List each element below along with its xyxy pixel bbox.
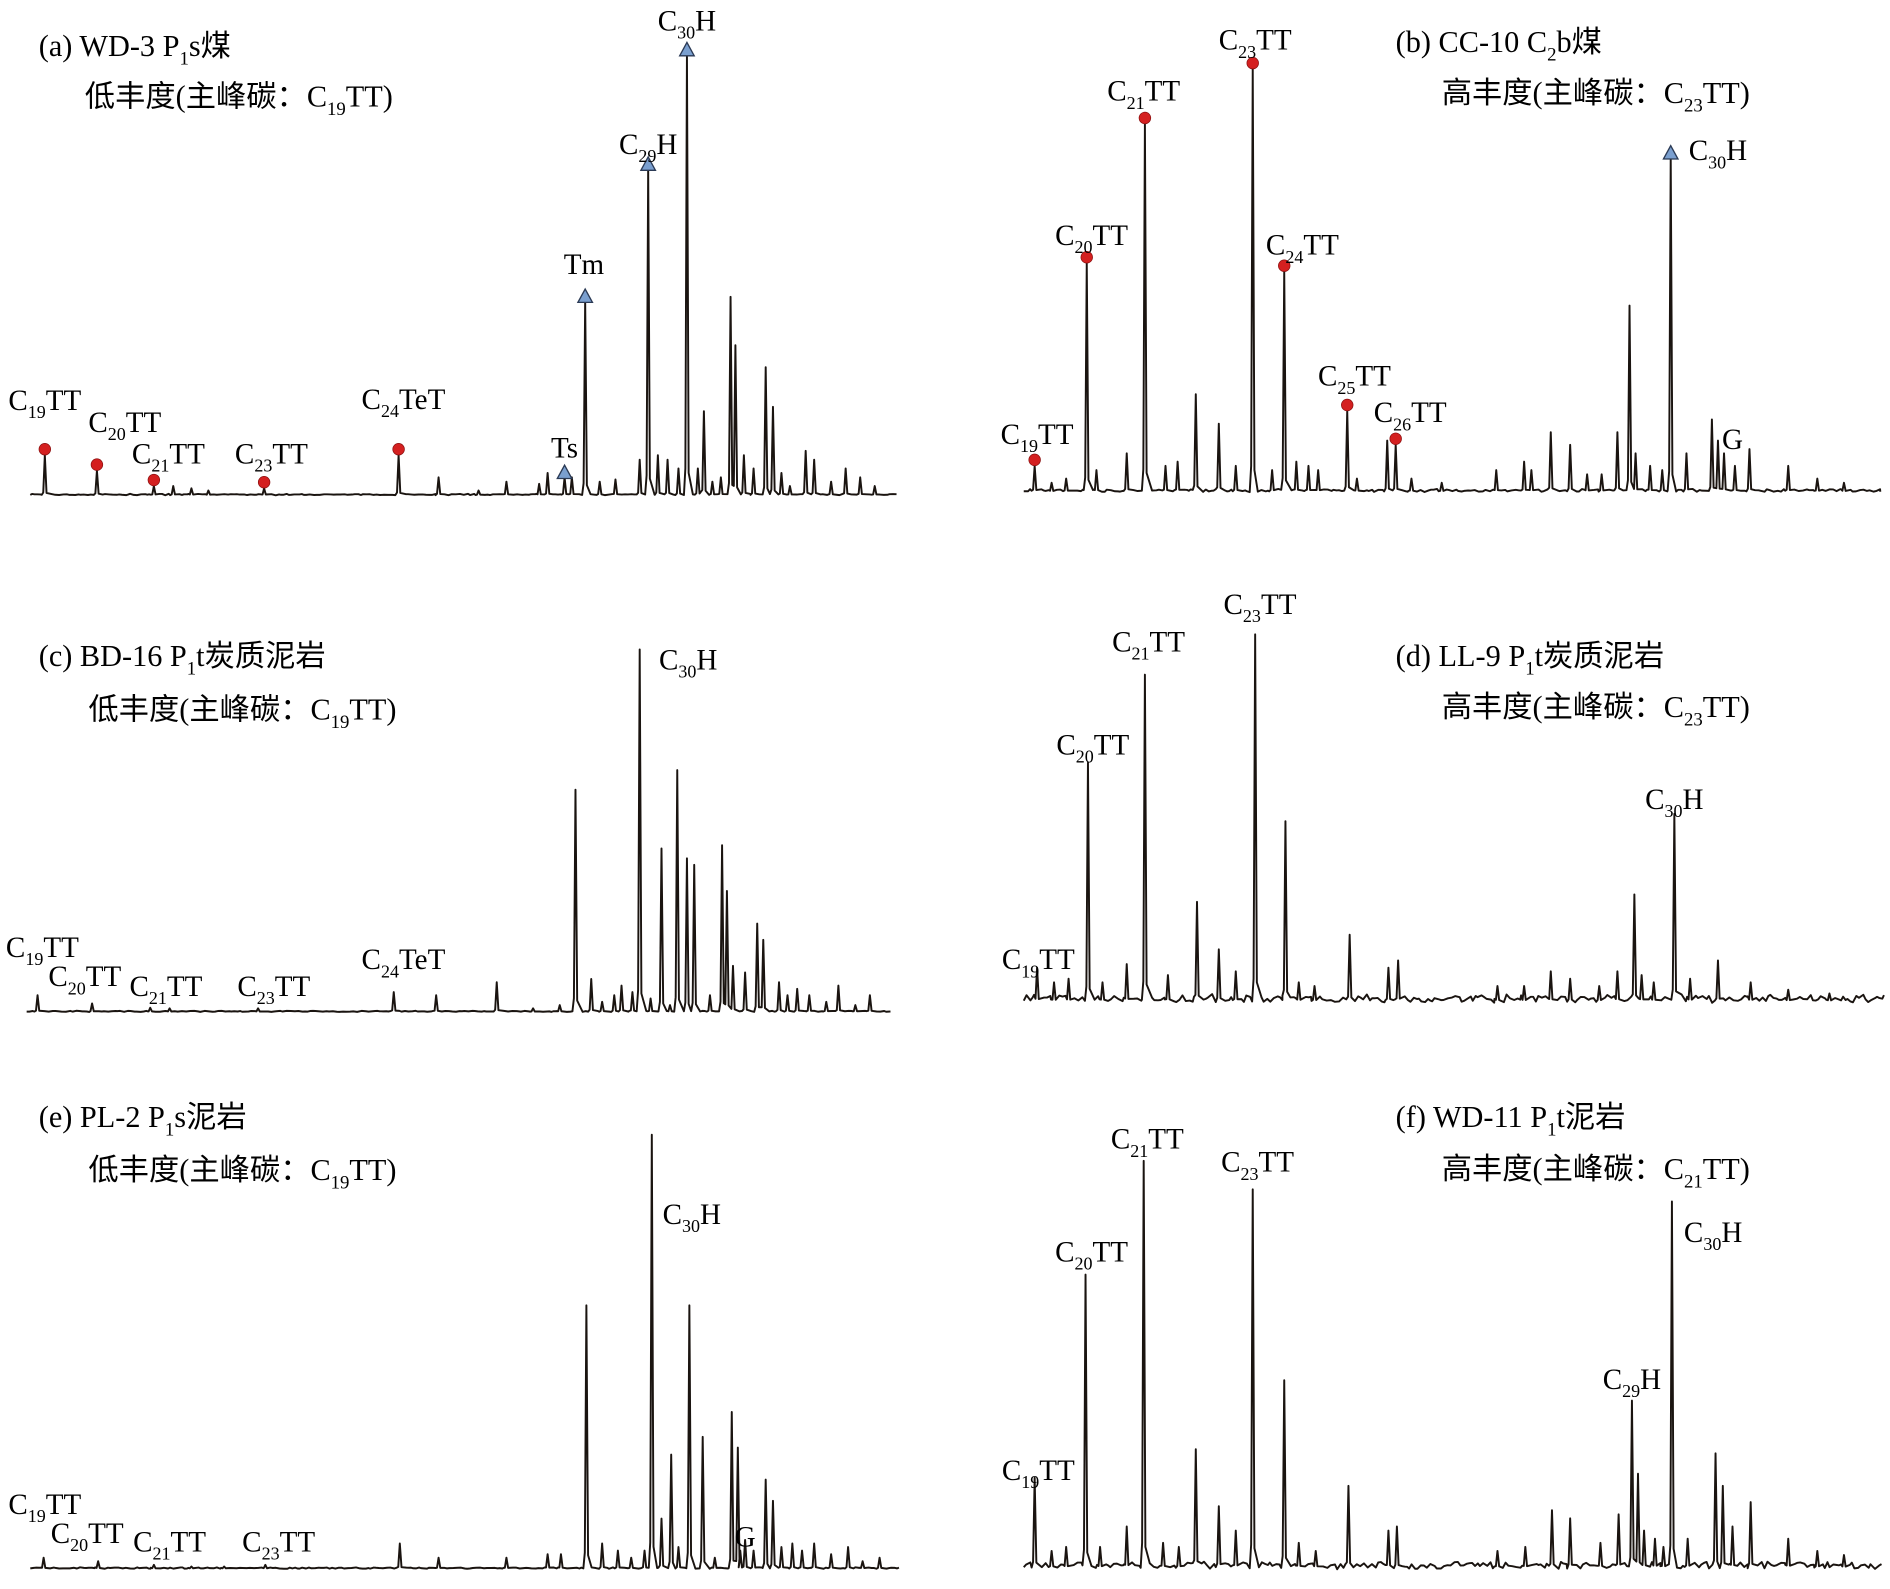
peak-label-c21tt: C21TT bbox=[1107, 76, 1180, 113]
peak-marker-C24TeT bbox=[392, 443, 405, 456]
peak-label-c20tt: C20TT bbox=[48, 961, 121, 998]
panel-subtitle: 高丰度(主峰碳：C21TT) bbox=[1442, 1152, 1750, 1193]
panel-subtitle: 高丰度(主峰碳：C23TT) bbox=[1442, 690, 1750, 731]
peak-label-c21tt: C21TT bbox=[132, 438, 205, 475]
peak-marker-C19TT bbox=[1028, 453, 1041, 467]
peak-marker-C21TT bbox=[147, 473, 161, 487]
peak-label-c29h: C29H bbox=[1603, 1364, 1661, 1401]
peak-label-c20tt: C20TT bbox=[1056, 729, 1129, 766]
peak-marker-C26TT bbox=[1389, 432, 1402, 445]
panel-title: (f) WD-11 P1t泥岩 bbox=[1396, 1100, 1626, 1141]
peak-label-c21tt: C21TT bbox=[1112, 626, 1185, 663]
chromatogram-trace bbox=[29, 53, 897, 497]
chromatogram-trace bbox=[26, 648, 891, 1013]
chromatogram-trace bbox=[1023, 68, 1882, 494]
peak-label-c19tt: C19TT bbox=[1001, 419, 1074, 456]
peak-label-c30h: C30H bbox=[658, 5, 716, 42]
peak-label-ts: Ts bbox=[551, 432, 578, 464]
peak-marker-Ts bbox=[556, 463, 573, 480]
panel-title: (e) PL-2 P1s泥岩 bbox=[39, 1100, 247, 1141]
peak-label-c19tt: C19TT bbox=[6, 932, 79, 969]
peak-label-c23tt: C23TT bbox=[1221, 1147, 1294, 1184]
peak-label-c21tt: C21TT bbox=[130, 971, 203, 1008]
peak-label-c21tt: C21TT bbox=[1111, 1124, 1184, 1161]
peak-label-c20tt: C20TT bbox=[1055, 220, 1128, 257]
panel-subtitle: 低丰度(主峰碳：C19TT) bbox=[88, 1153, 396, 1194]
panel-title: (a) WD-3 P1s煤 bbox=[39, 29, 231, 70]
peak-label-c30h: C30H bbox=[659, 645, 717, 682]
peak-label-c30h: C30H bbox=[663, 1199, 721, 1236]
peak-marker-C23TT bbox=[1246, 56, 1259, 70]
peak-label-c20tt: C20TT bbox=[51, 1518, 124, 1555]
panel-subtitle: 低丰度(主峰碳：C19TT) bbox=[85, 80, 393, 121]
peak-label-c19tt: C19TT bbox=[1002, 944, 1075, 981]
chromatogram-trace bbox=[1022, 633, 1885, 1004]
peak-label-g: G bbox=[1722, 424, 1743, 456]
peak-label-c23tt: C23TT bbox=[242, 1526, 315, 1563]
peak-label-tm: Tm bbox=[564, 249, 605, 281]
peak-marker-C30H bbox=[1662, 144, 1680, 160]
panel-title: (b) CC-10 C2b煤 bbox=[1396, 25, 1602, 66]
peak-label-c30h: C30H bbox=[1689, 135, 1747, 172]
peak-marker-C25TT bbox=[1341, 398, 1354, 412]
chromatogram-trace bbox=[1023, 1159, 1883, 1571]
peak-marker-C20TT bbox=[90, 458, 104, 471]
peak-marker-C30H bbox=[678, 41, 696, 57]
peak-label-c23tt: C23TT bbox=[1219, 25, 1292, 62]
panel-title: (d) LL-9 P1t炭质泥岩 bbox=[1396, 639, 1664, 680]
peak-label-c26tt: C26TT bbox=[1374, 397, 1447, 434]
peak-label-c19tt: C19TT bbox=[8, 385, 81, 422]
peak-label-c20tt: C20TT bbox=[1055, 1236, 1128, 1273]
peak-label-c23tt: C23TT bbox=[1224, 589, 1297, 626]
peak-marker-C19TT bbox=[38, 443, 52, 456]
peak-marker-C21TT bbox=[1138, 111, 1152, 125]
peak-label-g: G bbox=[735, 1522, 756, 1554]
peak-label-c29h: C29H bbox=[619, 129, 677, 166]
panel-subtitle: 高丰度(主峰碳：C23TT) bbox=[1442, 76, 1750, 117]
peak-label-c23tt: C23TT bbox=[237, 971, 310, 1008]
panel-subtitle: 低丰度(主峰碳：C19TT) bbox=[88, 692, 396, 733]
peak-label-c23tt: C23TT bbox=[235, 438, 308, 475]
peak-label-c30h: C30H bbox=[1645, 784, 1703, 821]
peak-marker-C24TT bbox=[1278, 259, 1291, 272]
peak-marker-C23TT bbox=[257, 476, 271, 489]
peak-marker-Tm bbox=[576, 287, 594, 304]
peak-label-c24tt: C24TT bbox=[1266, 230, 1339, 267]
peak-label-c25tt: C25TT bbox=[1318, 361, 1391, 398]
peak-label-c24tet: C24TeT bbox=[362, 384, 446, 421]
peak-label-c24tet: C24TeT bbox=[362, 944, 446, 981]
peak-label-c20tt: C20TT bbox=[88, 407, 161, 444]
peak-label-c21tt: C21TT bbox=[133, 1526, 206, 1563]
peak-label-c19tt: C19TT bbox=[8, 1489, 81, 1526]
peak-marker-C29H bbox=[639, 155, 657, 171]
peak-marker-C20TT bbox=[1080, 251, 1093, 264]
chromatogram-trace bbox=[30, 1133, 900, 1570]
panel-title: (c) BD-16 P1t炭质泥岩 bbox=[39, 639, 326, 680]
peak-label-c30h: C30H bbox=[1684, 1217, 1742, 1254]
peak-label-c19tt: C19TT bbox=[1002, 1455, 1075, 1492]
